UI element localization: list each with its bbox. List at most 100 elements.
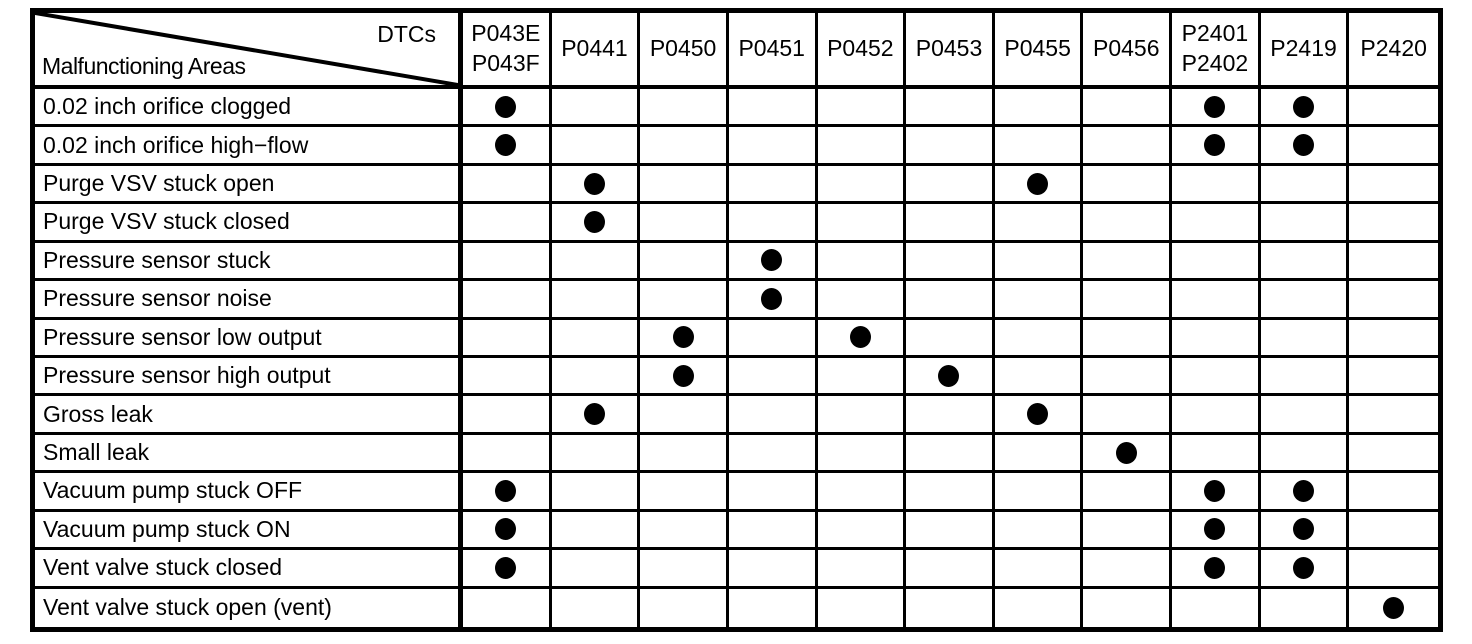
matrix-cell-P0450 bbox=[640, 434, 729, 474]
matrix-cell-P0453 bbox=[906, 511, 995, 551]
matrix-cell-P0455 bbox=[994, 319, 1084, 358]
matrix-cell-P0456 bbox=[1083, 473, 1173, 512]
dtc-applicable-dot bbox=[583, 172, 605, 195]
matrix-cell-P2420 bbox=[1349, 473, 1438, 512]
row-label: Vacuum pump stuck OFF bbox=[35, 473, 463, 512]
dtcs-header-label: DTCs bbox=[377, 21, 436, 47]
col-header-P0455: P0455 bbox=[994, 13, 1084, 89]
matrix-cell-P0451 bbox=[728, 89, 818, 128]
matrix-cell-P0441 bbox=[551, 511, 641, 551]
matrix-cell-P0453 bbox=[906, 242, 995, 282]
matrix-cell-P043E-P043F bbox=[463, 588, 552, 627]
matrix-cell-P0455 bbox=[995, 588, 1084, 627]
matrix-cell-P0455 bbox=[994, 165, 1084, 205]
matrix-cell-P0441 bbox=[551, 242, 641, 282]
row-label: Pressure sensor low output bbox=[35, 319, 463, 358]
matrix-cell-P0455 bbox=[994, 396, 1084, 435]
dtc-code-label: P2420 bbox=[1360, 35, 1427, 62]
matrix-cell-P0450 bbox=[640, 89, 729, 128]
matrix-cell-P0450 bbox=[640, 204, 729, 243]
matrix-cell-P2401-P2402 bbox=[1172, 127, 1261, 166]
matrix-cell-P2420 bbox=[1349, 589, 1438, 627]
matrix-cell-P0456 bbox=[1083, 319, 1173, 358]
matrix-cell-P2401-P2402 bbox=[1172, 242, 1261, 282]
dtc-applicable-dot bbox=[1204, 479, 1226, 502]
matrix-cell-P2401-P2402 bbox=[1172, 550, 1261, 589]
matrix-cell-P0452 bbox=[817, 127, 907, 166]
matrix-cell-P2419 bbox=[1260, 511, 1350, 551]
matrix-cell-P0450 bbox=[640, 281, 729, 320]
dtc-applicable-dot bbox=[1204, 518, 1226, 541]
matrix-cell-P043E-P043F bbox=[463, 357, 552, 397]
matrix-cell-P2401-P2402 bbox=[1172, 396, 1261, 435]
matrix-cell-P0455 bbox=[994, 473, 1084, 512]
matrix-cell-P0451 bbox=[728, 396, 818, 435]
matrix-cell-P0441 bbox=[551, 550, 641, 589]
matrix-cell-P2420 bbox=[1349, 204, 1438, 243]
dtc-malfunction-matrix-table: DTCs Malfunctioning Areas P043E P043F P044… bbox=[30, 8, 1443, 632]
dtc-applicable-dot bbox=[1027, 403, 1049, 426]
matrix-cell-P043E-P043F bbox=[463, 204, 552, 243]
matrix-cell-P0453 bbox=[906, 319, 995, 358]
dtc-applicable-dot bbox=[1027, 172, 1049, 195]
matrix-cell-P0455 bbox=[994, 281, 1084, 320]
matrix-cell-P0453 bbox=[906, 127, 995, 166]
matrix-cell-P043E-P043F bbox=[463, 165, 552, 205]
matrix-cell-P0451 bbox=[728, 511, 818, 551]
matrix-cell-P0452 bbox=[817, 473, 907, 512]
matrix-cell-P0451 bbox=[728, 473, 818, 512]
row-label: Small leak bbox=[35, 434, 463, 474]
malfunctioning-areas-header-label: Malfunctioning Areas bbox=[42, 53, 246, 79]
matrix-cell-P0455 bbox=[994, 204, 1084, 243]
matrix-cell-P0450 bbox=[640, 550, 729, 589]
matrix-cell-P0450 bbox=[640, 319, 729, 358]
matrix-cell-P2420 bbox=[1349, 243, 1438, 282]
matrix-cell-P0451 bbox=[728, 127, 818, 166]
matrix-cell-P0455 bbox=[994, 89, 1084, 128]
matrix-cell-P0450 bbox=[640, 357, 729, 397]
col-header-P0453: P0453 bbox=[906, 13, 995, 89]
matrix-cell-P2419 bbox=[1260, 319, 1350, 358]
dtc-code-label: P2401 bbox=[1181, 20, 1249, 47]
matrix-cell-P0452 bbox=[817, 242, 907, 282]
matrix-cell-P2401-P2402 bbox=[1172, 89, 1261, 128]
matrix-cell-P0453 bbox=[906, 434, 995, 474]
matrix-cell-P0453 bbox=[906, 165, 995, 205]
matrix-cell-P2401-P2402 bbox=[1172, 204, 1261, 243]
dtc-applicable-dot bbox=[761, 249, 783, 272]
dtc-applicable-dot bbox=[938, 364, 960, 387]
dtc-applicable-dot bbox=[1293, 479, 1315, 502]
col-header-P0456: P0456 bbox=[1083, 13, 1173, 89]
row-label: Vent valve stuck closed bbox=[35, 550, 463, 589]
matrix-cell-P2419 bbox=[1260, 281, 1350, 320]
matrix-cell-P043E-P043F bbox=[463, 550, 552, 589]
matrix-cell-P0451 bbox=[728, 281, 818, 320]
matrix-cell-P0452 bbox=[817, 550, 907, 589]
dtc-applicable-dot bbox=[1115, 441, 1137, 464]
matrix-cell-P0452 bbox=[818, 588, 907, 627]
matrix-cell-P2419 bbox=[1260, 89, 1350, 128]
matrix-cell-P2401-P2402 bbox=[1172, 165, 1261, 205]
dtc-applicable-dot bbox=[495, 479, 517, 502]
col-header-P0441: P0441 bbox=[551, 13, 641, 89]
col-header-P2419: P2419 bbox=[1260, 13, 1350, 89]
matrix-cell-P0453 bbox=[906, 396, 995, 435]
matrix-cell-P0453 bbox=[906, 204, 995, 243]
matrix-cell-P2419 bbox=[1260, 550, 1350, 589]
matrix-cell-P0452 bbox=[817, 281, 907, 320]
matrix-cell-P2420 bbox=[1349, 127, 1438, 166]
row-label: Vacuum pump stuck ON bbox=[35, 511, 463, 551]
matrix-cell-P0452 bbox=[817, 511, 907, 551]
matrix-cell-P0456 bbox=[1083, 204, 1173, 243]
dtc-code-label: P0452 bbox=[827, 35, 894, 62]
matrix-cell-P0450 bbox=[640, 242, 729, 282]
matrix-cell-P0453 bbox=[906, 89, 995, 128]
col-header-P0452: P0452 bbox=[817, 13, 907, 89]
matrix-cell-P0456 bbox=[1083, 127, 1173, 166]
col-header-P2420: P2420 bbox=[1349, 13, 1438, 89]
matrix-cell-P0452 bbox=[817, 89, 907, 128]
dtc-applicable-dot bbox=[495, 95, 517, 118]
dtc-applicable-dot bbox=[1204, 95, 1226, 118]
matrix-cell-P0455 bbox=[994, 511, 1084, 551]
matrix-cell-P2420 bbox=[1349, 512, 1438, 551]
